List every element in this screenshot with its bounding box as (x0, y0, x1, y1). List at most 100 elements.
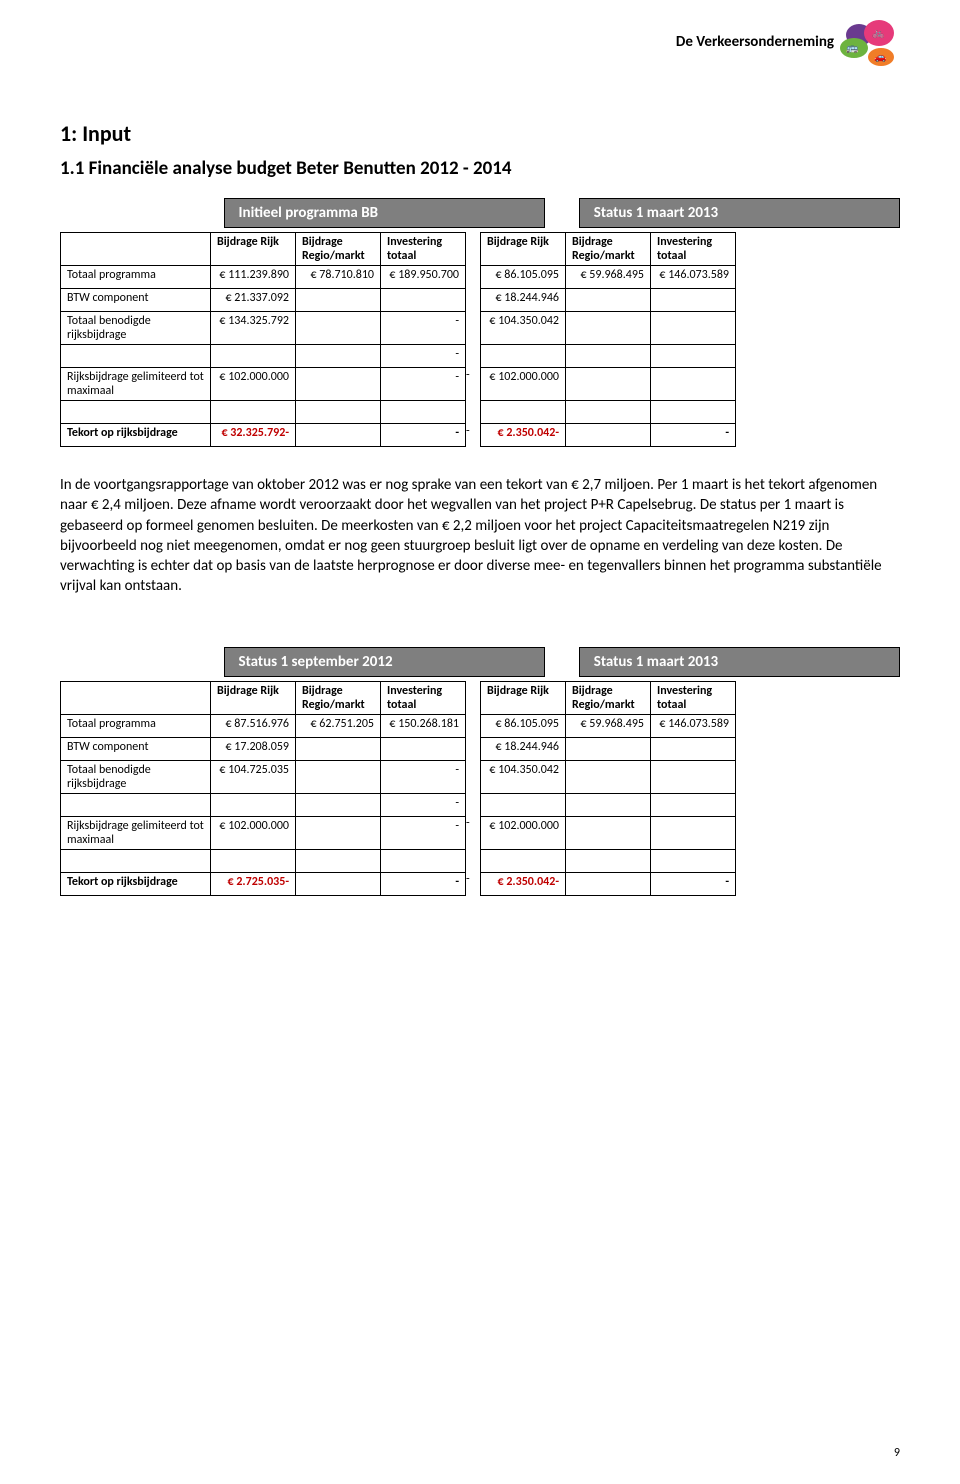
cell-gap (466, 714, 481, 737)
cell-gap (466, 312, 481, 345)
cell-value (651, 760, 736, 793)
cell-value: € 18.244.946 (481, 737, 566, 760)
cell-value (566, 872, 651, 895)
cell-value (296, 793, 381, 816)
table-row: Totaal programma€ 87.516.976€ 62.751.205… (61, 714, 736, 737)
cell-value: € 32.325.792- (211, 424, 296, 447)
table-row: Tekort op rijksbijdrage€ 32.325.792---€ … (61, 424, 736, 447)
th-l3: Investering totaal (381, 233, 466, 266)
th-r1: Bijdrage Rijk (481, 681, 566, 714)
table-row: Totaal programma€ 111.239.890€ 78.710.81… (61, 266, 736, 289)
cell-label: Rijksbijdrage gelimiteerd tot maximaal (61, 816, 211, 849)
bike-icon: 🚲 (872, 26, 884, 39)
cell-value (566, 737, 651, 760)
cell-gap: - (466, 872, 481, 895)
cell-value (381, 849, 466, 872)
cell-gap (466, 760, 481, 793)
cell-label: Totaal programma (61, 714, 211, 737)
cell-value (211, 849, 296, 872)
logo: De Verkeersonderneming 🚲 🚌 🚗 (676, 18, 910, 66)
blob-green: 🚌 (840, 38, 868, 58)
th-r2: Bijdrage Regio/markt (566, 233, 651, 266)
cell-value (296, 737, 381, 760)
th-r1: Bijdrage Rijk (481, 233, 566, 266)
heading-1: 1: Input (60, 120, 900, 147)
cell-label: Totaal benodigde rijksbijdrage (61, 312, 211, 345)
cell-gap (466, 345, 481, 368)
th-l3: Investering totaal (381, 681, 466, 714)
cell-value: € 150.268.181 (381, 714, 466, 737)
cell-value: € 59.968.495 (566, 714, 651, 737)
cell-label (61, 345, 211, 368)
bus-icon: 🚌 (846, 41, 858, 54)
cell-value (651, 816, 736, 849)
cell-value (296, 849, 381, 872)
table-row: Tekort op rijksbijdrage€ 2.725.035---€ 2… (61, 872, 736, 895)
cell-value (566, 760, 651, 793)
cell-value (651, 345, 736, 368)
cell-value: € 2.725.035- (211, 872, 296, 895)
cell-value (296, 312, 381, 345)
heading-2: 1.1 Financiële analyse budget Beter Benu… (60, 157, 900, 180)
car-icon: 🚗 (874, 50, 886, 63)
cell-value (566, 312, 651, 345)
table-row (61, 849, 736, 872)
table-row: Rijksbijdrage gelimiteerd tot maximaal€ … (61, 368, 736, 401)
table-block2: Bijdrage Rijk Bijdrage Regio/markt Inves… (60, 681, 736, 896)
cell-value: € 104.350.042 (481, 312, 566, 345)
cell-value: € 104.725.035 (211, 760, 296, 793)
cell-value (296, 872, 381, 895)
cell-value (651, 793, 736, 816)
pillrow-1: Initieel programma BB Status 1 maart 201… (60, 198, 900, 228)
cell-value: € 102.000.000 (211, 816, 296, 849)
cell-value: € 21.337.092 (211, 289, 296, 312)
cell-value (381, 737, 466, 760)
th-r3: Investering totaal (651, 681, 736, 714)
th-label (61, 233, 211, 266)
cell-gap (466, 266, 481, 289)
cell-value (211, 345, 296, 368)
cell-value (296, 289, 381, 312)
cell-value (381, 401, 466, 424)
cell-label: BTW component (61, 737, 211, 760)
cell-label: Rijksbijdrage gelimiteerd tot maximaal (61, 368, 211, 401)
blob-orange: 🚗 (868, 48, 894, 66)
th-r3: Investering totaal (651, 233, 736, 266)
cell-value (651, 737, 736, 760)
cell-value: - (651, 424, 736, 447)
cell-value: € 111.239.890 (211, 266, 296, 289)
cell-value (566, 793, 651, 816)
cell-label: Totaal benodigde rijksbijdrage (61, 760, 211, 793)
cell-value: € 102.000.000 (481, 816, 566, 849)
logo-blobs: 🚲 🚌 🚗 (840, 18, 910, 66)
cell-value (481, 793, 566, 816)
th-gap (466, 233, 481, 266)
table-row: - (61, 345, 736, 368)
cell-value: € 78.710.810 (296, 266, 381, 289)
cell-label (61, 849, 211, 872)
cell-value (566, 368, 651, 401)
cell-value: - (381, 793, 466, 816)
cell-value (566, 816, 651, 849)
cell-value: - (381, 345, 466, 368)
cell-gap (466, 793, 481, 816)
cell-value (296, 760, 381, 793)
cell-label (61, 793, 211, 816)
pill-spacer (60, 647, 190, 677)
cell-value: - (381, 816, 466, 849)
thead-1: Bijdrage Rijk Bijdrage Regio/markt Inves… (61, 233, 736, 266)
pillrow-2: Status 1 september 2012 Status 1 maart 2… (60, 647, 900, 677)
table-row: Totaal benodigde rijksbijdrage€ 134.325.… (61, 312, 736, 345)
cell-value (566, 289, 651, 312)
cell-value (566, 424, 651, 447)
th-r2: Bijdrage Regio/markt (566, 681, 651, 714)
page: De Verkeersonderneming 🚲 🚌 🚗 1: Input 1.… (0, 0, 960, 1484)
cell-value: - (381, 872, 466, 895)
cell-value: € 2.350.042- (481, 424, 566, 447)
cell-value: € 62.751.205 (296, 714, 381, 737)
th-label (61, 681, 211, 714)
cell-value (651, 849, 736, 872)
thead-2: Bijdrage Rijk Bijdrage Regio/markt Inves… (61, 681, 736, 714)
cell-value: - (651, 872, 736, 895)
cell-gap (466, 289, 481, 312)
